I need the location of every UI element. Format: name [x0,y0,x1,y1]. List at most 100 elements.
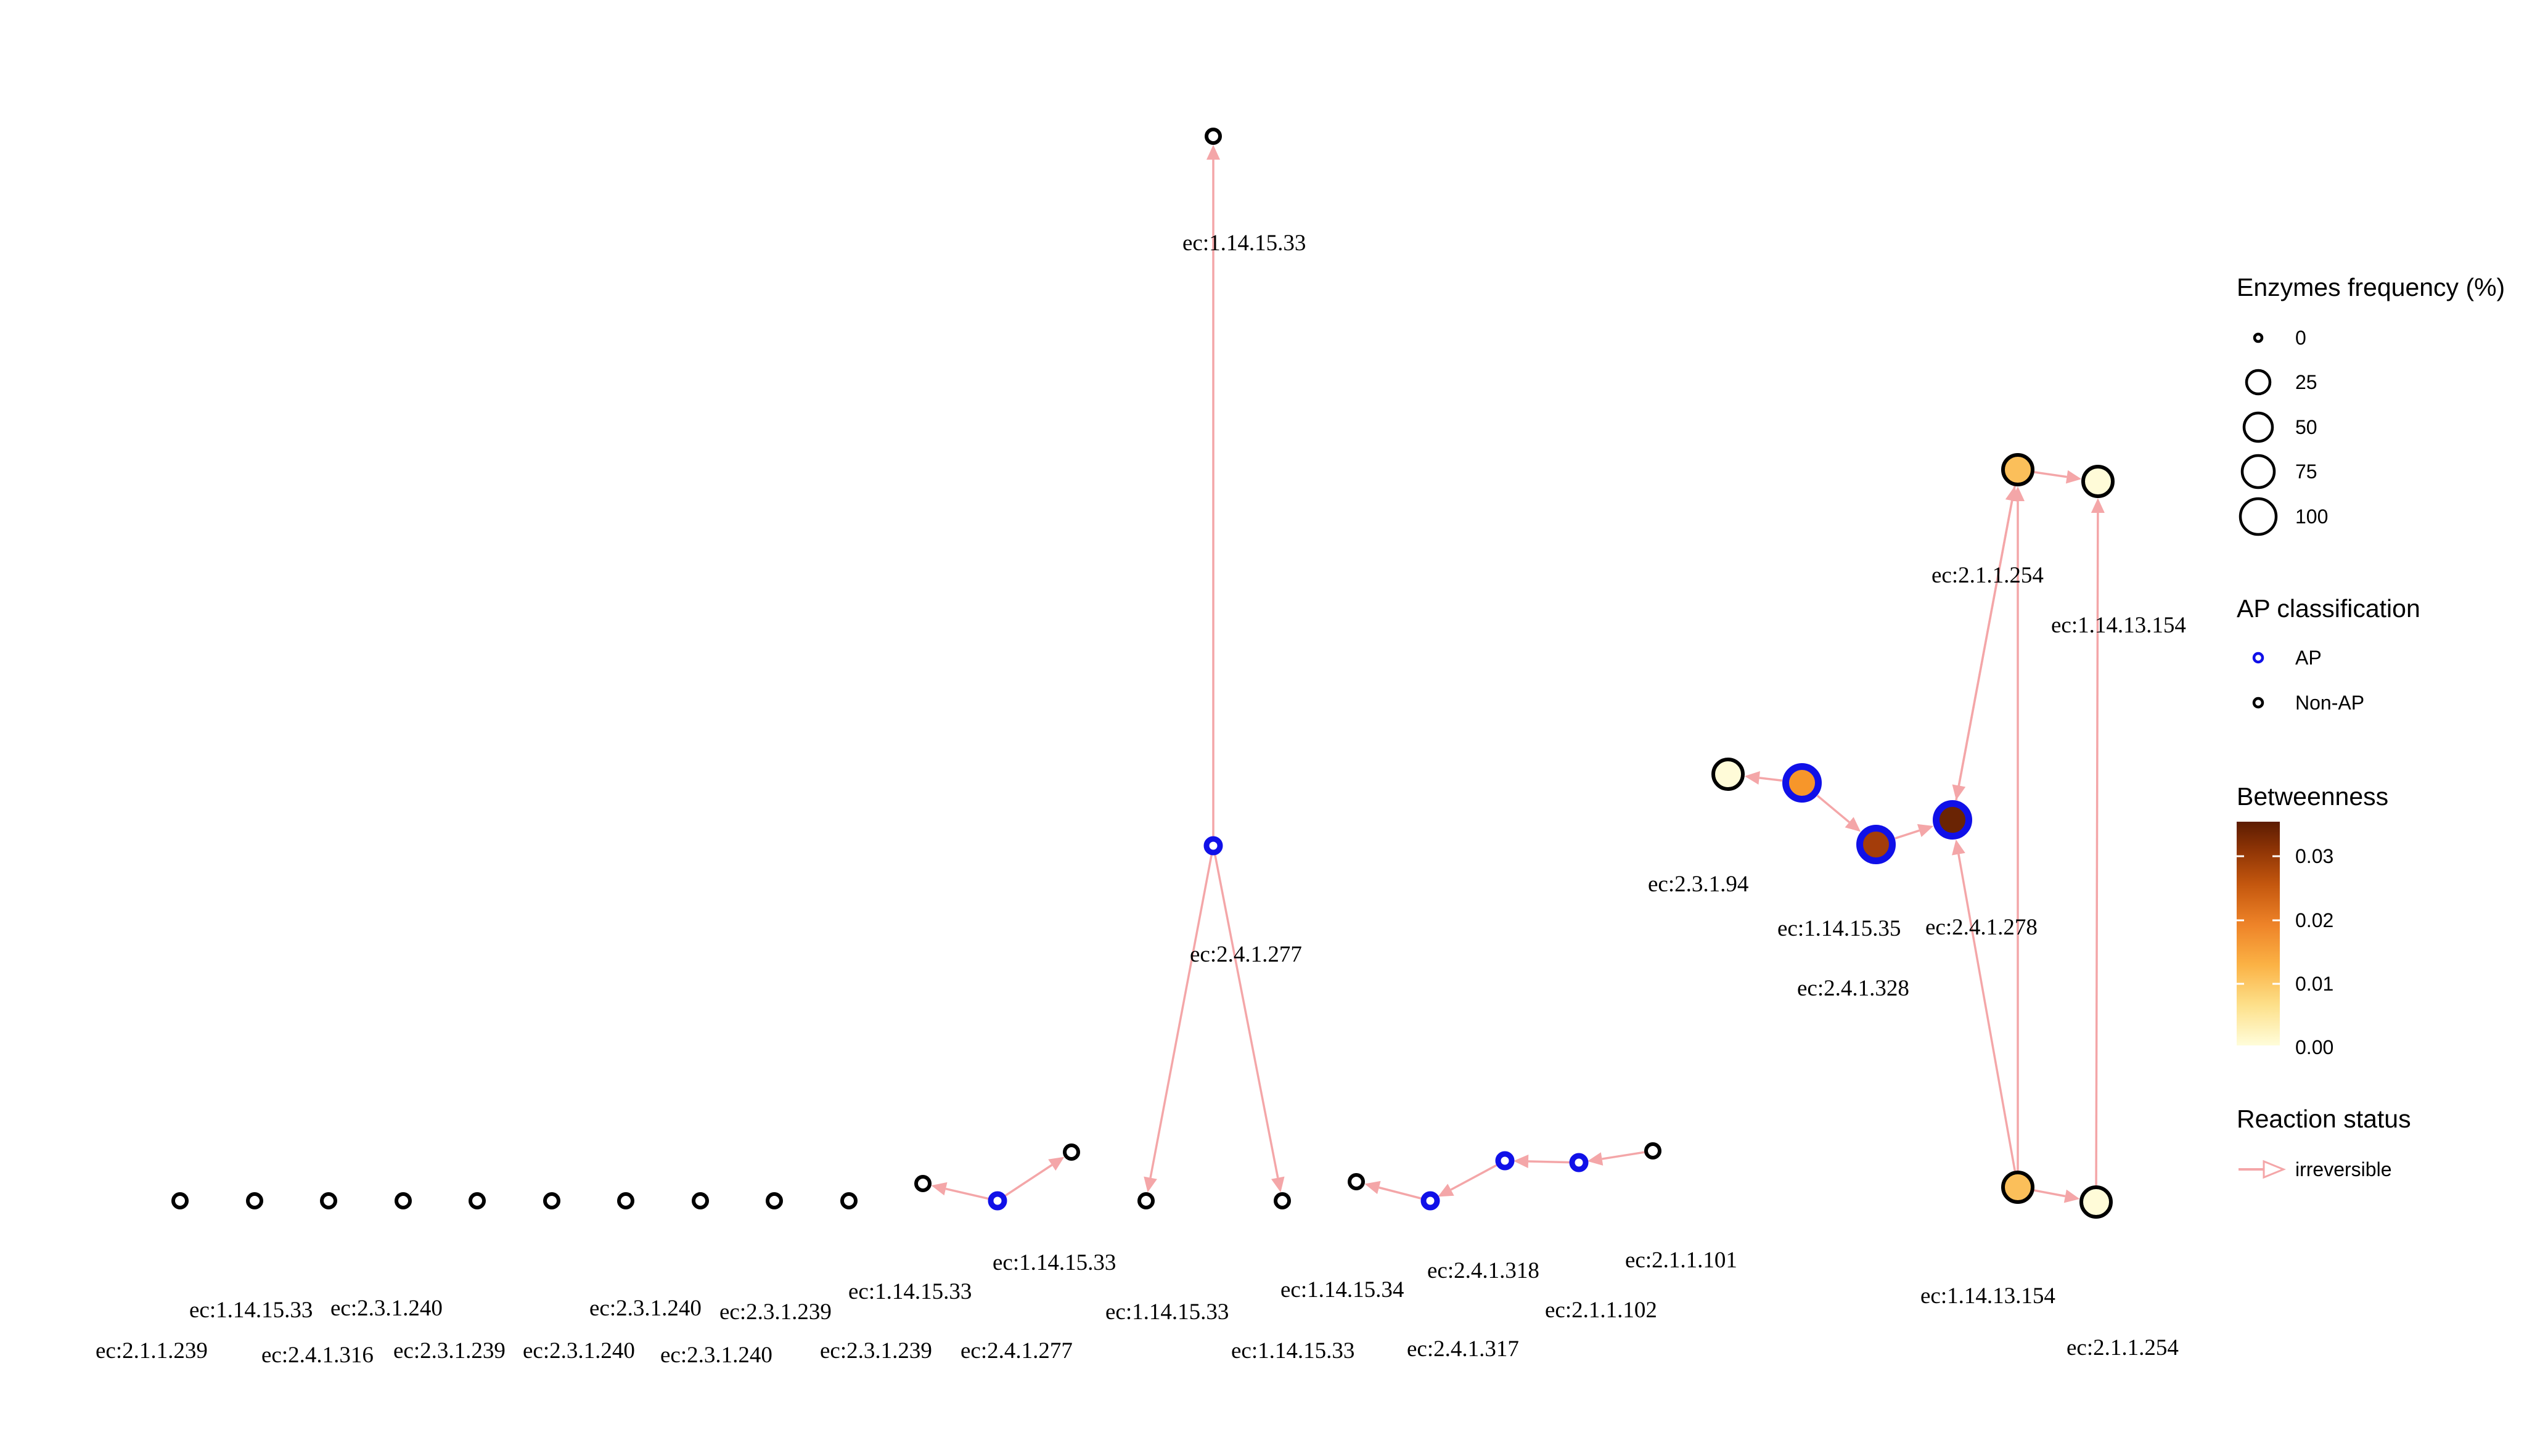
edge-arrowhead [1438,1184,1454,1197]
reaction-edge [1513,1154,1571,1168]
edge-line [2095,512,2099,1186]
edge-label: ec:1.14.15.33 [1182,231,1306,256]
edge-label: ec:2.4.1.277 [961,1338,1073,1364]
enzyme-node-non-ap[interactable] [1274,1192,1291,1209]
edge-arrowhead [1144,1176,1157,1193]
legend-title-ap: AP classification [2237,594,2420,623]
enzyme-node-non-ap[interactable] [1063,1143,1080,1161]
enzyme-node-non-ap[interactable] [2001,1171,2034,1204]
enzyme-node-non-ap[interactable] [840,1192,858,1209]
enzyme-node-non-ap[interactable] [1205,128,1222,145]
ap-legend-label: AP [2295,647,2322,669]
enzyme-node-non-ap[interactable] [171,1192,189,1209]
edge-line [1004,1164,1053,1197]
edge-arrowhead [2065,470,2082,484]
edge-arrowhead [1917,824,1934,837]
enzyme-node-non-ap[interactable] [2081,465,2115,498]
edge-label: ec:2.3.1.240 [330,1296,443,1321]
betweenness-tick-label: 0.02 [2295,909,2333,931]
enzyme-node-non-ap[interactable] [469,1192,486,1209]
frequency-legend-symbol [2240,454,2276,489]
edge-line [1895,829,1920,840]
reaction-edge [1895,824,1934,840]
reaction-legend-label: irreversible [2295,1158,2391,1180]
legend: Enzymes frequency (%) 0 25 50 75 100 AP … [2237,273,2505,1180]
reaction-edge [1587,1151,1645,1166]
edge-label: ec:2.1.1.254 [1931,563,2044,588]
edge-label: ec:2.3.1.240 [523,1338,635,1364]
enzyme-node-non-ap[interactable] [395,1192,412,1209]
reaction-edge [1364,1180,1422,1200]
reaction-edge [1144,854,1213,1193]
enzyme-node-non-ap[interactable] [246,1192,263,1209]
betweenness-colorbar [2237,822,2280,1045]
nodes-layer [171,128,2115,1219]
enzyme-node-non-ap[interactable] [320,1192,337,1209]
edge-line [1450,1164,1498,1191]
betweenness-tick-label: 0.03 [2295,845,2333,867]
enzyme-node-ap[interactable] [1495,1151,1515,1171]
enzyme-node-non-ap[interactable] [766,1192,783,1209]
betweenness-tick-label: 0.01 [2295,973,2333,995]
enzyme-node-ap[interactable] [1856,825,1896,864]
enzyme-node-non-ap[interactable] [1348,1173,1365,1190]
enzyme-node-non-ap[interactable] [2079,1185,2113,1219]
ap-legend-symbol [2252,652,2264,664]
non-ap-legend-symbol [2252,697,2264,709]
legend-title-reaction: Reaction status [2237,1105,2411,1133]
edge-label: ec:1.14.15.34 [1280,1277,1404,1303]
edge-line [1759,777,1782,782]
edge-label: ec:2.3.1.94 [1648,872,1748,897]
legend-title-betweenness: Betweenness [2237,782,2388,811]
edge-label: ec:1.14.15.33 [848,1279,972,1304]
edge-label: ec:2.4.1.317 [1407,1336,1519,1362]
frequency-legend-symbol [2239,497,2278,536]
enzyme-node-non-ap[interactable] [1644,1142,1661,1159]
edge-arrowhead [2091,497,2105,513]
edge-line [1378,1186,1422,1200]
reaction-edge [2011,486,2025,1171]
enzyme-node-ap[interactable] [1569,1153,1589,1172]
enzyme-node-ap[interactable] [1420,1191,1440,1211]
edge-line [1149,854,1213,1178]
edge-label: ec:2.1.1.102 [1545,1298,1657,1323]
enzyme-node-non-ap[interactable] [914,1175,932,1192]
legend-title-frequency: Enzymes frequency (%) [2237,273,2505,301]
edge-label: ec:1.14.15.33 [993,1250,1116,1275]
frequency-legend-items: 0 25 50 75 100 [2239,327,2328,536]
frequency-legend-symbol [2253,332,2264,343]
edge-label: ec:2.1.1.239 [96,1338,208,1364]
enzyme-node-ap[interactable] [1933,800,1972,840]
edge-label: ec:2.1.1.254 [2067,1335,2179,1360]
edge-arrowhead [2063,1189,2080,1203]
enzyme-node-ap[interactable] [1203,836,1223,856]
enzyme-node-ap[interactable] [1782,763,1822,803]
enzyme-node-non-ap[interactable] [2001,453,2034,486]
edge-label: ec:1.14.15.35 [1777,916,1901,941]
edge-arrowhead [1952,839,1965,856]
enzyme-node-non-ap[interactable] [543,1192,560,1209]
edge-label: ec:2.1.1.101 [1625,1248,1737,1273]
reaction-edge [1952,486,2016,801]
edge-arrowhead [1206,145,1220,160]
edge-label: ec:2.4.1.278 [1925,915,2038,940]
reaction-edge [2034,1189,2080,1203]
enzyme-node-non-ap[interactable] [1137,1192,1155,1209]
edge-labels-layer: ec:1.14.15.33 ec:2.4.1.277 ec:2.1.1.254 … [96,231,2186,1368]
edge-line [1602,1151,1645,1160]
enzyme-node-ap[interactable] [988,1191,1007,1211]
edges-layer [931,145,2105,1203]
enzyme-node-non-ap[interactable] [1711,758,1745,791]
reaction-edge [1816,795,1861,832]
edge-line [1957,854,2016,1171]
edge-label: ec:1.14.15.33 [1231,1338,1354,1364]
frequency-legend-label: 25 [2295,371,2317,393]
frequency-legend-symbol [2242,411,2274,443]
edge-line [2034,1189,2066,1198]
enzyme-node-non-ap[interactable] [692,1192,709,1209]
edge-label: ec:2.4.1.316 [261,1343,374,1368]
enzyme-node-non-ap[interactable] [617,1192,634,1209]
reaction-edge [2091,497,2105,1186]
frequency-legend-label: 50 [2295,416,2317,438]
